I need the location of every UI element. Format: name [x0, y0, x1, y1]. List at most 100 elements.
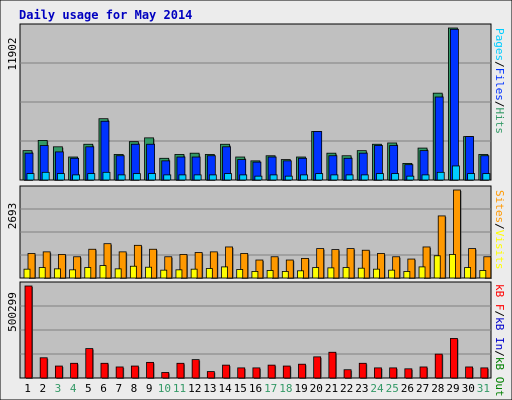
sites-bar	[377, 253, 385, 279]
legend-hits: Hits	[493, 108, 506, 135]
pages-bar	[72, 174, 80, 181]
x-tick-label: 19	[294, 382, 307, 395]
x-tick-label: 2	[39, 382, 46, 395]
kbf-bar	[161, 372, 170, 379]
sites-bar	[270, 256, 279, 279]
legend-sep: /	[493, 350, 506, 357]
visits-bar	[479, 270, 487, 279]
pages-bar	[254, 175, 263, 181]
kbf-bar	[252, 367, 261, 379]
x-tick-label: 8	[131, 382, 138, 395]
pages-bar	[117, 174, 126, 181]
pages-bar	[87, 173, 96, 181]
pages-bar	[224, 173, 232, 181]
kbf-bar	[465, 366, 474, 379]
x-tick-label: 17	[264, 382, 277, 395]
legend-sep: /	[493, 61, 506, 68]
x-tick-label: 15	[234, 382, 247, 395]
panel-requests: 11902	[6, 23, 492, 181]
kbf-bar	[450, 338, 458, 379]
visits-bar	[266, 270, 274, 279]
kbf-bar	[130, 365, 139, 379]
x-tick-label: 6	[100, 382, 107, 395]
legend-kbf: kB F	[493, 284, 506, 311]
pages-bar	[467, 173, 476, 181]
sites-bar	[133, 244, 142, 279]
legend-kbin: kB In	[493, 317, 506, 350]
visits-bar	[129, 265, 137, 279]
sites-bar	[483, 256, 492, 279]
kbf-bar	[39, 357, 48, 379]
legend-sites: Sites	[493, 190, 506, 223]
chart-title: Daily usage for May 2014	[19, 8, 192, 22]
sites-bar	[42, 251, 51, 279]
legend-sep: /	[493, 311, 506, 318]
panel-volume: 500299	[6, 281, 492, 379]
kbf-bar	[404, 368, 413, 379]
kbf-bar	[343, 369, 352, 379]
visits-bar	[190, 268, 198, 279]
visits-bar	[388, 269, 396, 279]
visits-bar	[38, 267, 46, 279]
kbf-bar	[24, 285, 33, 379]
kbf-bar	[374, 367, 382, 379]
legend-visits: Visits	[493, 230, 506, 270]
visits-bar	[160, 269, 168, 279]
pages-bar	[360, 174, 369, 181]
visits-bar	[342, 267, 350, 279]
kbf-bar	[434, 353, 443, 379]
x-axis-labels: 1 2 3 4 5 6 7 8 9 10 11 12 13 14 15 16 17 18 19 20 21 22 23 24 2…	[24, 382, 490, 395]
x-tick-label: 22	[340, 382, 353, 395]
kbf-bar	[70, 362, 78, 379]
visits-bar	[449, 254, 456, 279]
x-tick-label: 12	[188, 382, 201, 395]
sites-bar	[453, 189, 461, 279]
sites-bar	[57, 254, 66, 279]
visits-bar	[373, 268, 380, 279]
kbf-bar	[115, 366, 124, 379]
visits-bar	[221, 266, 228, 279]
sites-bar	[346, 248, 355, 279]
x-tick-label: 13	[203, 382, 216, 395]
x-tick-label: 30	[462, 382, 475, 395]
sites-bar	[209, 251, 218, 279]
visits-bar	[205, 268, 213, 279]
kbf-bar	[222, 364, 230, 379]
visits-bar	[327, 267, 335, 279]
pages-bar	[208, 174, 217, 181]
visits-bar	[175, 269, 183, 279]
kbf-bar	[100, 362, 109, 379]
sites-bar	[225, 246, 233, 279]
pages-bar	[421, 174, 430, 181]
kbf-bar	[282, 365, 291, 379]
x-tick-label: 11	[173, 382, 186, 395]
visits-bar	[69, 269, 76, 279]
sites-bar	[103, 243, 112, 279]
sites-bar	[27, 253, 36, 279]
pages-bar	[132, 173, 141, 181]
visits-bar	[84, 267, 92, 279]
x-tick-label: 26	[401, 382, 414, 395]
sites-bar	[316, 248, 325, 279]
visits-bar	[251, 271, 259, 279]
visits-bar	[145, 266, 152, 279]
sites-bar	[164, 256, 173, 279]
pages-bar	[102, 171, 111, 181]
pages-bar	[163, 174, 172, 181]
x-tick-label: 24	[370, 382, 384, 395]
kbf-bar	[358, 362, 367, 379]
x-tick-label: 23	[355, 382, 368, 395]
pages-bar	[406, 175, 415, 181]
x-tick-label: 18	[279, 382, 292, 395]
x-tick-label: 28	[431, 382, 444, 395]
pages-bar	[41, 171, 50, 181]
kbf-bar	[328, 351, 337, 379]
sites-bar	[194, 252, 203, 279]
chart-panels: 11902 2693 500299	[6, 23, 492, 379]
files-bar	[100, 120, 110, 181]
visits-bar	[281, 271, 289, 279]
legend-bottom: kB F/kB In/kB Out	[493, 284, 506, 397]
files-bar	[450, 28, 459, 181]
legend-top: Pages/Files/Hits	[493, 28, 506, 134]
